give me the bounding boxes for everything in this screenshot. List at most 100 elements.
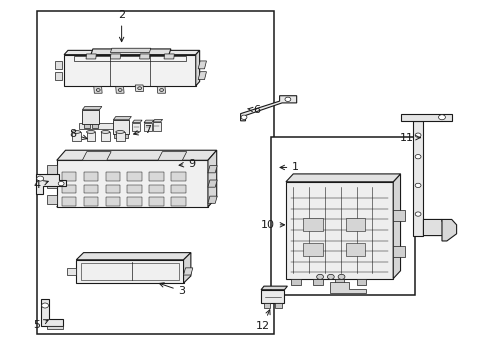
Circle shape [241,115,246,120]
Circle shape [316,274,323,279]
Polygon shape [105,172,120,181]
Polygon shape [140,54,150,59]
Polygon shape [392,211,405,221]
Polygon shape [92,124,98,128]
Circle shape [138,87,142,90]
Polygon shape [61,197,76,206]
Polygon shape [171,185,185,193]
Polygon shape [61,172,76,181]
Circle shape [438,115,445,120]
Polygon shape [207,196,217,203]
Polygon shape [149,172,163,181]
Polygon shape [285,174,400,182]
Polygon shape [86,54,96,59]
Polygon shape [169,155,179,157]
Polygon shape [57,160,207,207]
Polygon shape [392,246,405,257]
Polygon shape [61,185,76,193]
Polygon shape [392,174,400,279]
Polygon shape [177,157,184,167]
Circle shape [414,154,420,159]
Polygon shape [132,123,140,131]
Text: 9: 9 [179,159,195,169]
Polygon shape [114,134,120,138]
Polygon shape [356,279,366,285]
Circle shape [285,97,290,102]
Polygon shape [82,107,102,110]
Polygon shape [82,110,99,124]
Polygon shape [101,132,110,141]
Polygon shape [135,85,143,91]
Polygon shape [153,120,162,122]
Polygon shape [47,165,57,174]
Circle shape [414,212,420,216]
Polygon shape [132,120,142,123]
Bar [271,137,414,295]
Polygon shape [36,174,66,194]
Ellipse shape [72,131,81,134]
Text: 8: 8 [69,129,87,139]
Polygon shape [285,182,392,279]
Text: 7: 7 [133,125,151,135]
Text: 3: 3 [159,283,185,296]
Text: 10: 10 [260,220,284,230]
Polygon shape [312,279,322,285]
Polygon shape [55,61,61,69]
Polygon shape [82,152,111,160]
Polygon shape [198,72,206,80]
Polygon shape [163,54,174,59]
Polygon shape [207,166,217,173]
Text: 11: 11 [399,133,419,143]
Polygon shape [400,114,451,121]
Polygon shape [171,197,185,206]
Text: 2: 2 [118,10,125,42]
Polygon shape [423,220,451,235]
Polygon shape [72,132,81,141]
Polygon shape [94,87,102,93]
Polygon shape [329,282,366,293]
Polygon shape [127,185,142,193]
Polygon shape [183,253,190,283]
Polygon shape [240,96,296,121]
Circle shape [118,89,122,91]
Polygon shape [113,120,129,134]
Polygon shape [303,243,322,256]
Polygon shape [83,197,98,206]
Polygon shape [183,268,192,275]
Polygon shape [57,150,216,160]
Polygon shape [66,268,76,275]
Polygon shape [83,124,89,128]
Polygon shape [263,303,270,308]
Polygon shape [55,72,61,80]
Polygon shape [157,87,165,93]
Polygon shape [83,172,98,181]
Polygon shape [171,172,185,181]
Ellipse shape [86,131,95,134]
Polygon shape [41,300,62,326]
Polygon shape [76,260,183,283]
Polygon shape [345,243,365,256]
Polygon shape [105,197,120,206]
Polygon shape [303,218,322,231]
Polygon shape [122,134,128,138]
Polygon shape [412,121,423,235]
Polygon shape [290,279,300,285]
Polygon shape [149,185,163,193]
Polygon shape [153,122,160,131]
Polygon shape [334,279,344,285]
Polygon shape [169,157,177,167]
Polygon shape [127,172,142,181]
Polygon shape [275,303,282,308]
Polygon shape [110,54,121,59]
Polygon shape [105,185,120,193]
Polygon shape [46,326,62,329]
Polygon shape [47,179,57,188]
Polygon shape [207,150,216,207]
Circle shape [414,183,420,188]
Polygon shape [207,180,217,187]
Polygon shape [110,48,151,53]
Polygon shape [91,49,170,55]
Bar [37,12,273,334]
Polygon shape [149,197,163,206]
Circle shape [327,274,333,279]
